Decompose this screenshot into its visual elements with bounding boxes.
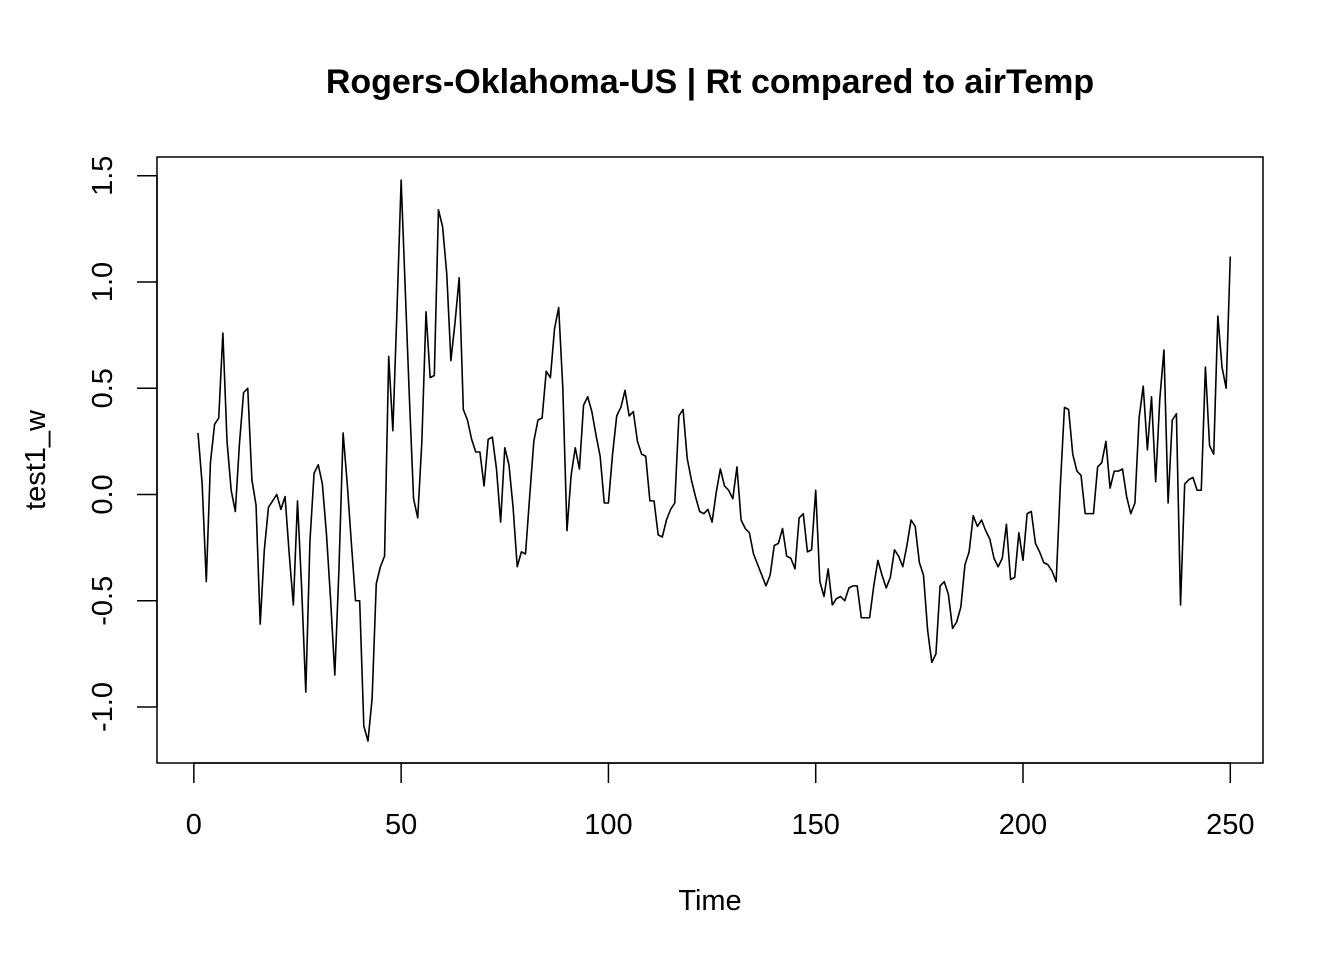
series-layer	[197, 179, 1232, 742]
x-axis: 0 50 100 150 200 250	[186, 762, 1254, 841]
x-tick-label: 200	[999, 809, 1047, 841]
series-line-0	[197, 179, 1232, 742]
y-axis: -1.0 -0.5 0.0 0.5 1.0 1.5	[87, 156, 158, 732]
x-axis-label: Time	[678, 885, 741, 917]
y-tick-label: 1.5	[87, 156, 119, 196]
x-tick-label: 0	[186, 809, 202, 841]
x-tick-label: 50	[385, 809, 417, 841]
plot-frame	[156, 156, 1264, 764]
y-tick-label: 1.0	[87, 262, 119, 302]
x-tick-label: 150	[792, 809, 840, 841]
x-tick-label: 100	[584, 809, 632, 841]
y-tick-label: -0.5	[87, 576, 119, 626]
y-tick-label: 0.5	[87, 368, 119, 408]
y-tick-label: 0.0	[87, 474, 119, 514]
x-tick-label: 250	[1206, 809, 1254, 841]
chart-title: Rogers-Oklahoma-US | Rt compared to airT…	[326, 63, 1094, 101]
y-axis-label: test1_w	[20, 409, 52, 510]
y-tick-label: -1.0	[87, 682, 119, 732]
